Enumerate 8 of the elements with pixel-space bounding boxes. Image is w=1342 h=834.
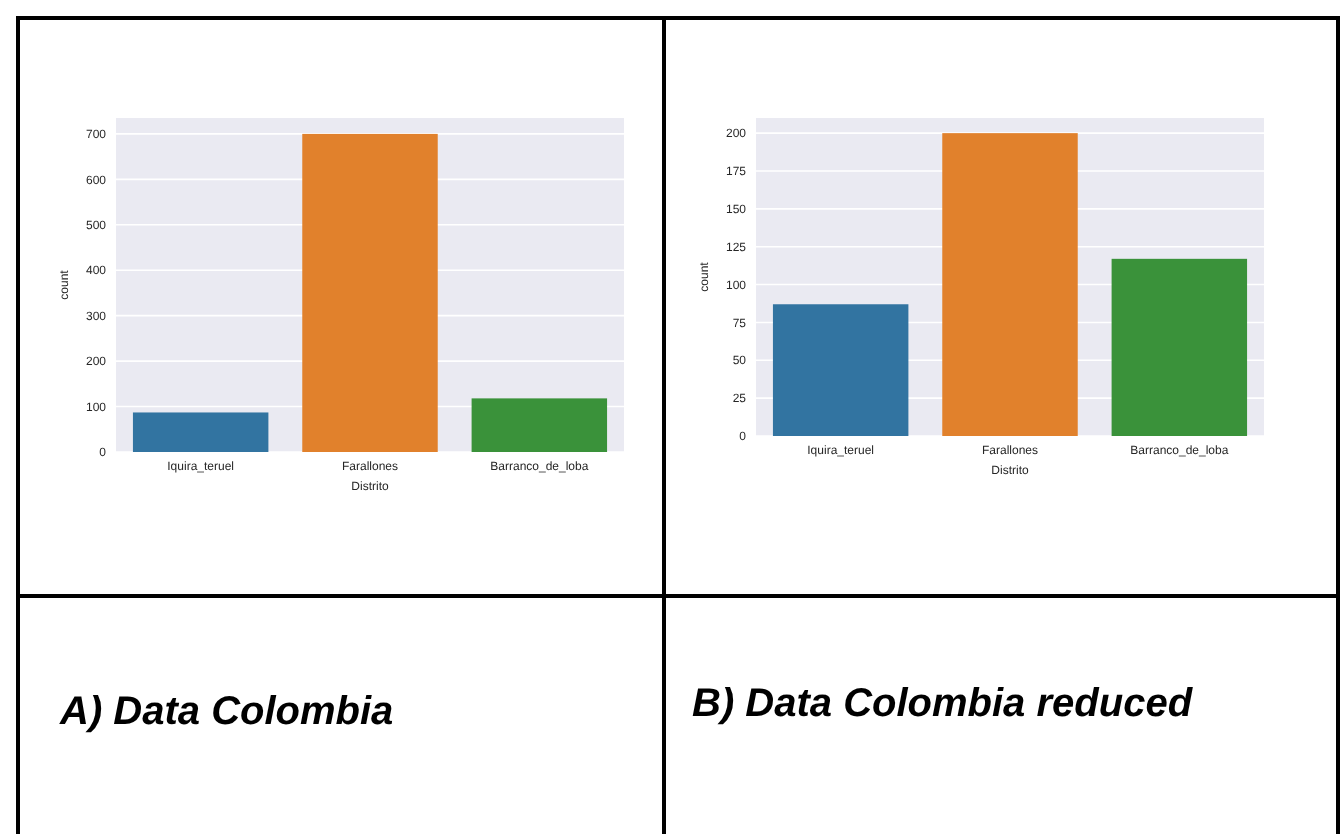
bar: [772, 304, 909, 436]
text: A) Data Colombia: [58, 690, 394, 734]
bar: [302, 133, 438, 452]
text: B) Data Colombia reduced: [692, 682, 1194, 726]
bar: [132, 412, 269, 452]
bar: [1111, 258, 1248, 436]
bar: [942, 133, 1078, 436]
bar: [471, 398, 608, 452]
